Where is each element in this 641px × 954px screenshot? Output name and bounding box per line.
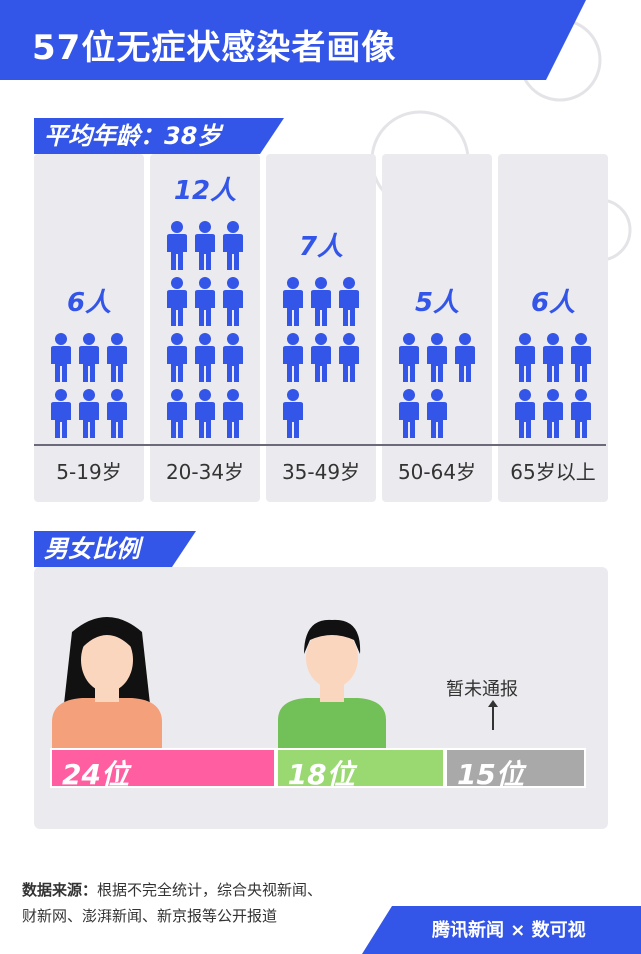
ratio-value-label: 18位: [287, 758, 355, 791]
age-column-panel: [498, 154, 608, 502]
person-icon: [396, 388, 422, 438]
up-arrow-icon: [488, 700, 498, 730]
person-icon: [540, 388, 566, 438]
person-icon: [76, 388, 102, 438]
age-category-label: 50-64岁: [397, 460, 477, 484]
age-category-label: 35-49岁: [281, 460, 361, 484]
ratio-bar-unreported: [444, 748, 586, 788]
age-count-label: 12人: [173, 176, 237, 206]
age-count-label: 7人: [298, 232, 344, 262]
age-category-label: 5-19岁: [56, 460, 122, 484]
person-icon: [164, 220, 190, 270]
person-icon: [48, 388, 74, 438]
person-icon: [540, 332, 566, 382]
age-count-label: 6人: [530, 288, 576, 318]
person-icon: [308, 276, 334, 326]
page-title: 57位无症状感染者画像: [32, 28, 397, 68]
source-line1: 根据不完全统计，综合央视新闻、: [97, 881, 323, 899]
age-column-panel: [34, 154, 144, 502]
footer-brand: 腾讯新闻 × 数可视: [432, 920, 586, 941]
age-column-panel: [266, 154, 376, 502]
person-icon: [568, 332, 594, 382]
person-icon: [424, 332, 450, 382]
person-icon: [568, 388, 594, 438]
age-category-label: 20-34岁: [165, 460, 245, 484]
age-column-panel: [382, 154, 492, 502]
ratio-value-label: 15位: [456, 758, 524, 791]
person-icon: [396, 332, 422, 382]
person-icon: [104, 388, 130, 438]
person-icon: [512, 388, 538, 438]
person-icon: [76, 332, 102, 382]
age-category-label: 65岁以上: [510, 460, 596, 484]
person-icon: [220, 276, 246, 326]
person-icon: [192, 332, 218, 382]
source-label: 数据来源：: [22, 881, 98, 899]
person-icon: [48, 332, 74, 382]
person-icon: [192, 276, 218, 326]
ratio-value-label: 24位: [62, 758, 129, 791]
data-source: 数据来源：根据不完全统计，综合央视新闻、 财新网、澎湃新闻、新京报等公开报道: [22, 877, 322, 929]
chart-baseline: [34, 444, 606, 446]
source-line2: 财新网、澎湃新闻、新京报等公开报道: [22, 907, 278, 925]
age-count-label: 6人: [66, 288, 112, 318]
person-icon: [164, 388, 190, 438]
ratio-bar-female: [50, 748, 276, 788]
person-icon: [192, 388, 218, 438]
title-banner: [0, 0, 586, 80]
ratio-bar-male: [275, 748, 445, 788]
person-icon: [308, 332, 334, 382]
unreported-note: 暂未通报: [446, 679, 518, 700]
person-icon: [220, 332, 246, 382]
person-icon: [452, 332, 478, 382]
person-icon: [280, 388, 306, 438]
male-avatar-icon: [278, 619, 386, 748]
age-count-label: 5人: [414, 288, 460, 318]
person-icon: [336, 332, 362, 382]
person-icon: [192, 220, 218, 270]
person-icon: [164, 276, 190, 326]
person-icon: [280, 332, 306, 382]
person-icon: [336, 276, 362, 326]
person-icon: [424, 388, 450, 438]
gender-ratio-tag: 男女比例: [34, 531, 196, 567]
person-icon: [280, 276, 306, 326]
person-icon: [164, 332, 190, 382]
person-icon: [104, 332, 130, 382]
person-icon: [220, 220, 246, 270]
female-avatar-icon: [52, 617, 162, 750]
footer-banner: [362, 906, 641, 954]
average-age-tag: 平均年龄：38岁: [34, 118, 284, 154]
person-icon: [220, 388, 246, 438]
person-icon: [512, 332, 538, 382]
